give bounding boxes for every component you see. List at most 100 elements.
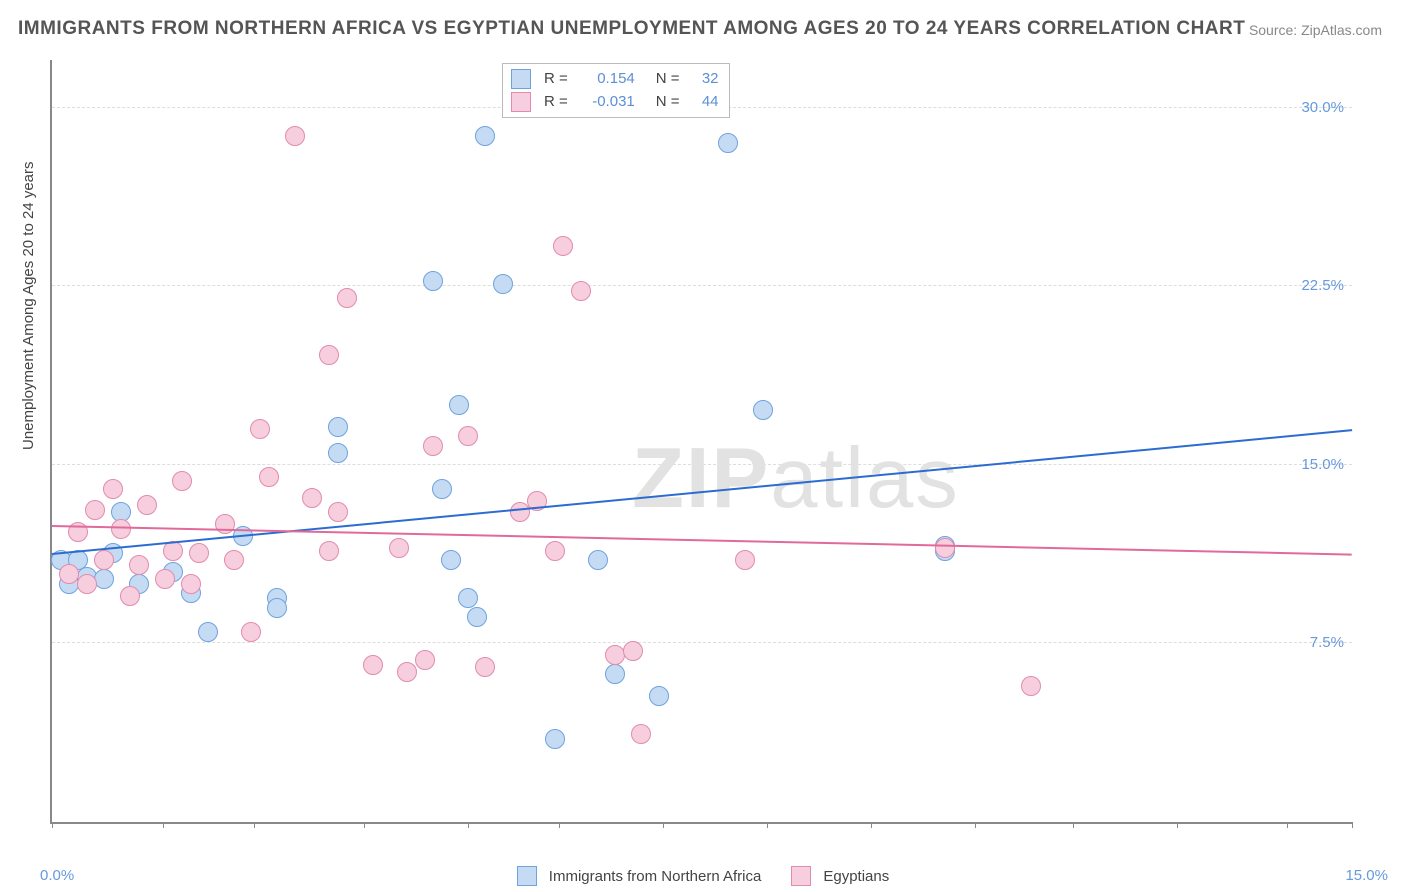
blue-point — [94, 569, 114, 589]
plot-area: ZIPatlas R =0.154N =32R =-0.031N =44 7.5… — [50, 60, 1352, 824]
gridline — [52, 285, 1352, 286]
y-tick-label: 15.0% — [1301, 456, 1344, 473]
pink-point — [935, 538, 955, 558]
y-tick-label: 30.0% — [1301, 99, 1344, 116]
n-label: N = — [653, 91, 683, 114]
blue-regression-line — [52, 429, 1352, 555]
blue-point — [449, 395, 469, 415]
stats-legend-row: R = -0.031 N = 44 — [511, 91, 719, 114]
legend-label: Immigrants from Northern Africa — [549, 868, 762, 885]
pink-point — [545, 541, 565, 561]
legend-swatch — [511, 92, 531, 112]
pink-point — [77, 574, 97, 594]
r-label: R = — [541, 68, 571, 91]
blue-point — [753, 400, 773, 420]
x-tick — [1177, 822, 1178, 828]
legend-item: Immigrants from Northern Africa — [517, 866, 762, 886]
pink-point — [302, 488, 322, 508]
y-axis-title: Unemployment Among Ages 20 to 24 years — [20, 161, 37, 450]
pink-point — [250, 419, 270, 439]
pink-point — [85, 500, 105, 520]
x-tick — [52, 822, 53, 828]
blue-point — [328, 417, 348, 437]
n-value: 32 — [689, 68, 719, 91]
pink-point — [1021, 676, 1041, 696]
legend-swatch — [517, 866, 537, 886]
x-tick — [468, 822, 469, 828]
blue-point — [588, 550, 608, 570]
pink-point — [181, 574, 201, 594]
x-tick — [663, 822, 664, 828]
blue-point — [328, 443, 348, 463]
blue-point — [605, 664, 625, 684]
pink-point — [337, 288, 357, 308]
pink-point — [137, 495, 157, 515]
pink-point — [623, 641, 643, 661]
x-tick — [767, 822, 768, 828]
x-tick — [364, 822, 365, 828]
blue-point — [718, 133, 738, 153]
pink-point — [189, 543, 209, 563]
legend-label: Egyptians — [823, 868, 889, 885]
pink-point — [94, 550, 114, 570]
y-tick-label: 7.5% — [1310, 634, 1344, 651]
n-value: 44 — [689, 91, 719, 114]
pink-point — [111, 519, 131, 539]
source-label: Source: ZipAtlas.com — [1249, 22, 1382, 38]
x-tick — [1352, 822, 1353, 828]
blue-point — [458, 588, 478, 608]
pink-point — [458, 426, 478, 446]
blue-point — [493, 274, 513, 294]
x-tick — [163, 822, 164, 828]
x-tick — [1073, 822, 1074, 828]
legend-swatch — [511, 69, 531, 89]
gridline — [52, 464, 1352, 465]
pink-point — [259, 467, 279, 487]
watermark: ZIPatlas — [632, 430, 960, 528]
r-value: -0.031 — [577, 91, 635, 114]
pink-point — [129, 555, 149, 575]
pink-point — [172, 471, 192, 491]
n-label: N = — [653, 68, 683, 91]
stats-legend: R =0.154N =32R =-0.031N =44 — [502, 63, 730, 118]
y-tick-label: 22.5% — [1301, 277, 1344, 294]
x-tick — [871, 822, 872, 828]
pink-point — [631, 724, 651, 744]
stats-legend-row: R =0.154N =32 — [511, 68, 719, 91]
blue-point — [441, 550, 461, 570]
pink-point — [285, 126, 305, 146]
pink-point — [319, 345, 339, 365]
legend-swatch — [791, 866, 811, 886]
legend-item: Egyptians — [791, 866, 889, 886]
pink-point — [241, 622, 261, 642]
blue-point — [475, 126, 495, 146]
pink-point — [103, 479, 123, 499]
pink-point — [328, 502, 348, 522]
pink-point — [397, 662, 417, 682]
blue-point — [545, 729, 565, 749]
pink-point — [475, 657, 495, 677]
pink-point — [510, 502, 530, 522]
pink-point — [319, 541, 339, 561]
pink-point — [215, 514, 235, 534]
pink-point — [553, 236, 573, 256]
x-tick — [975, 822, 976, 828]
pink-point — [363, 655, 383, 675]
x-tick — [254, 822, 255, 828]
pink-point — [224, 550, 244, 570]
r-label: R = — [541, 91, 571, 114]
pink-point — [571, 281, 591, 301]
pink-point — [155, 569, 175, 589]
bottom-legend: Immigrants from Northern Africa Egyptians — [0, 866, 1406, 886]
blue-point — [423, 271, 443, 291]
pink-point — [735, 550, 755, 570]
x-tick — [559, 822, 560, 828]
pink-point — [415, 650, 435, 670]
x-tick — [1287, 822, 1288, 828]
pink-point — [120, 586, 140, 606]
gridline — [52, 642, 1352, 643]
chart-title: IMMIGRANTS FROM NORTHERN AFRICA VS EGYPT… — [18, 18, 1245, 40]
blue-point — [432, 479, 452, 499]
pink-point — [389, 538, 409, 558]
pink-point — [423, 436, 443, 456]
